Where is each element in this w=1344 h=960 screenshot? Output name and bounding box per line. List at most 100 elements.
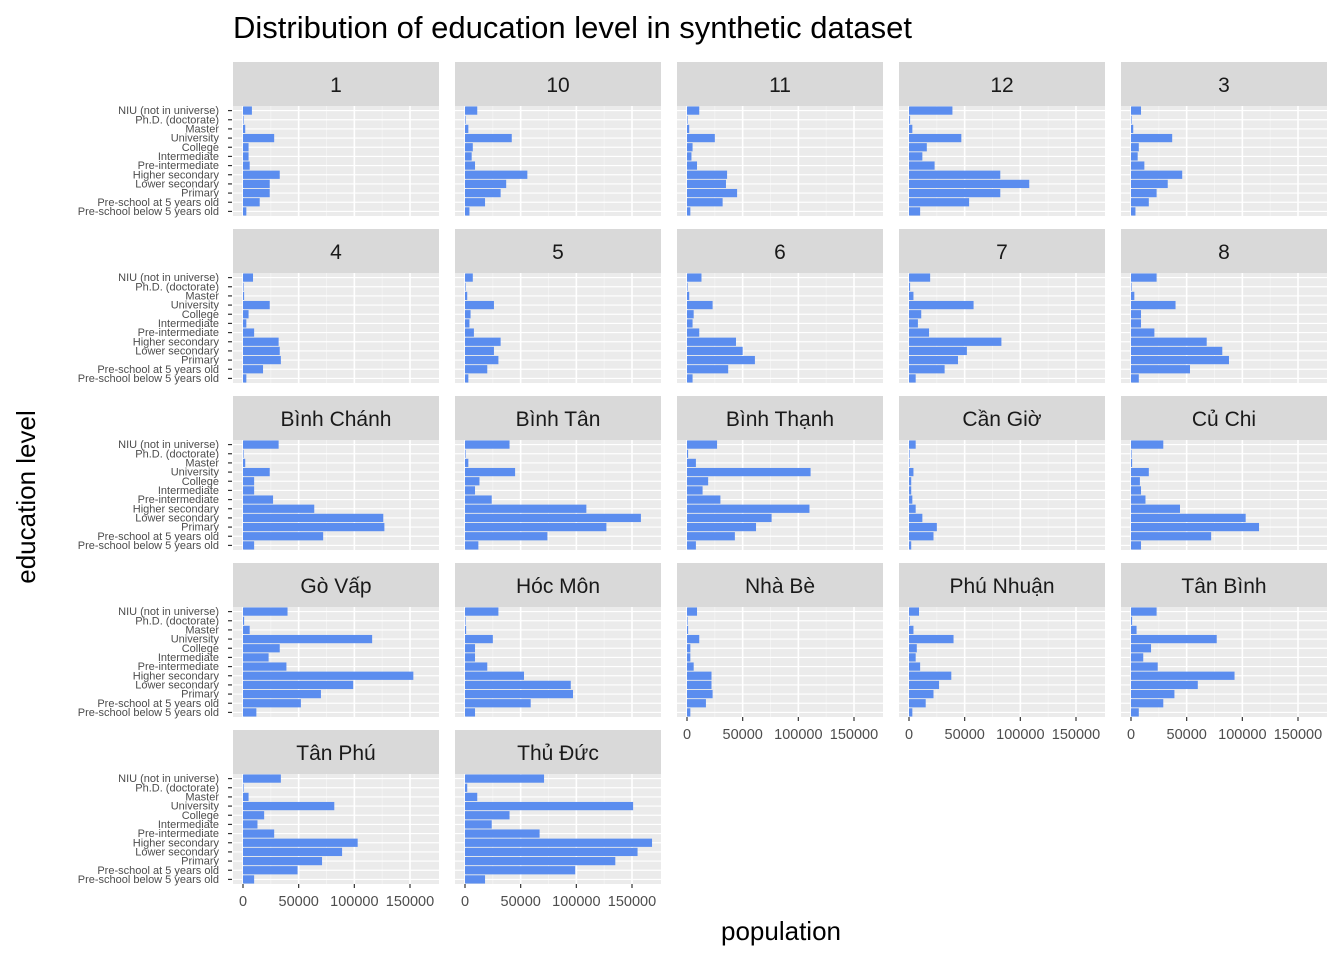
bar bbox=[465, 365, 488, 374]
bar bbox=[243, 310, 249, 319]
facet-panel: Tân Bình 0 50000 100000 150000 bbox=[1121, 563, 1327, 743]
bar bbox=[465, 198, 486, 207]
y-tick-label: College bbox=[182, 142, 219, 154]
bar bbox=[465, 310, 471, 319]
x-tick-label: 0 bbox=[905, 727, 913, 743]
facet-strip bbox=[455, 396, 661, 440]
y-tick-label: Primary bbox=[181, 856, 219, 868]
bar bbox=[465, 300, 494, 310]
bar bbox=[243, 486, 255, 495]
plot-background bbox=[677, 106, 883, 216]
bar bbox=[465, 374, 469, 383]
bar bbox=[243, 106, 252, 115]
bar bbox=[243, 291, 245, 301]
bar bbox=[909, 124, 913, 134]
y-tick-label: Lower secondary bbox=[135, 512, 219, 524]
plot-background bbox=[1121, 273, 1327, 383]
facet-panel: Cần Giờ bbox=[899, 396, 1105, 550]
bar bbox=[243, 634, 373, 644]
bar bbox=[1131, 207, 1136, 216]
bar bbox=[243, 458, 246, 468]
bar bbox=[243, 708, 257, 717]
bar bbox=[465, 616, 466, 625]
bar bbox=[1131, 522, 1260, 532]
bar bbox=[687, 207, 691, 216]
bar bbox=[243, 355, 281, 365]
bar bbox=[243, 811, 265, 820]
bar bbox=[465, 207, 470, 216]
facet-strip-label: Tân Phú bbox=[296, 742, 375, 765]
bar bbox=[465, 477, 480, 486]
bar bbox=[1131, 467, 1149, 477]
plot-background bbox=[455, 774, 661, 884]
bar bbox=[465, 847, 638, 857]
bar bbox=[1131, 346, 1223, 356]
bar bbox=[243, 124, 246, 134]
facet-strip-label: Củ Chi bbox=[1192, 408, 1256, 431]
facet-strip-label: 3 bbox=[1218, 74, 1230, 97]
bar bbox=[243, 115, 244, 124]
plot-background bbox=[677, 273, 883, 383]
facet-strip bbox=[233, 62, 439, 106]
y-tick-label: Pre-school below 5 years old bbox=[78, 373, 219, 385]
bar bbox=[465, 774, 545, 783]
y-tick-label: College bbox=[182, 309, 219, 321]
bar bbox=[243, 699, 301, 708]
y-tick-label: Master bbox=[185, 624, 219, 636]
plot-background bbox=[899, 607, 1105, 717]
bar bbox=[465, 532, 548, 541]
bar bbox=[909, 541, 912, 550]
y-tick-label: Lower secondary bbox=[135, 679, 219, 691]
bar bbox=[687, 458, 696, 468]
y-tick-label: Pre-school below 5 years old bbox=[78, 707, 219, 719]
bar bbox=[243, 337, 279, 346]
bar bbox=[243, 170, 280, 179]
x-tick-label: 100000 bbox=[996, 727, 1044, 743]
y-tick-label: Pre-school at 5 years old bbox=[97, 865, 219, 877]
bar bbox=[1131, 477, 1140, 486]
bar bbox=[909, 662, 921, 671]
bar bbox=[243, 440, 279, 449]
facet-panel: 5 bbox=[455, 229, 661, 383]
bar bbox=[243, 133, 275, 143]
bar bbox=[243, 467, 270, 477]
y-tick-label: Pre-intermediate bbox=[138, 494, 219, 506]
y-tick-label: Ph.D. (doctorate) bbox=[135, 448, 219, 460]
bar bbox=[1131, 300, 1176, 310]
facet-strip-label: Tân Bình bbox=[1181, 575, 1266, 598]
bar bbox=[243, 449, 244, 458]
facet-panel: Nhà Bè 0 50000 100000 150000 bbox=[677, 563, 883, 743]
bar bbox=[687, 699, 706, 708]
y-tick-label: Pre-school at 5 years old bbox=[97, 197, 219, 209]
bar bbox=[1131, 708, 1139, 717]
y-tick-label: Primary bbox=[181, 689, 219, 701]
facet-strip bbox=[677, 62, 883, 106]
bar bbox=[465, 504, 587, 513]
facet-strip bbox=[899, 62, 1105, 106]
plot-background bbox=[455, 106, 661, 216]
y-tick-label: Intermediate bbox=[158, 819, 219, 831]
y-tick-label: University bbox=[171, 634, 220, 646]
bar bbox=[1131, 152, 1138, 161]
bar bbox=[1131, 458, 1133, 468]
facet-panel: 8 bbox=[1121, 229, 1327, 383]
bar bbox=[909, 282, 911, 291]
bar bbox=[909, 708, 913, 717]
facet-strip-label: 7 bbox=[996, 241, 1008, 264]
bar bbox=[909, 458, 910, 468]
bar bbox=[243, 653, 269, 662]
bar bbox=[909, 188, 1001, 198]
bar bbox=[1131, 179, 1168, 189]
facet-strip bbox=[455, 62, 661, 106]
bar bbox=[687, 282, 688, 291]
facet-strip bbox=[233, 396, 439, 440]
bar bbox=[243, 477, 255, 486]
bar bbox=[909, 680, 940, 690]
facet-strip bbox=[1121, 563, 1327, 607]
bar bbox=[909, 699, 926, 708]
bar bbox=[465, 133, 512, 143]
facet-strip bbox=[899, 563, 1105, 607]
bar bbox=[1131, 634, 1217, 644]
bar bbox=[1131, 133, 1173, 143]
bar bbox=[465, 179, 507, 189]
